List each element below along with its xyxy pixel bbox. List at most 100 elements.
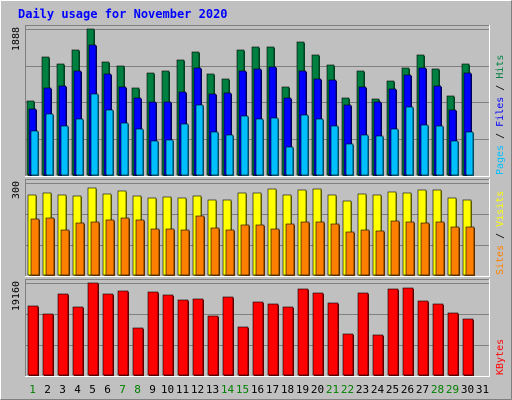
bar-pages-day-22 xyxy=(345,143,354,176)
bar-kbytes-day-17 xyxy=(267,303,279,376)
bar-pages-day-12 xyxy=(195,104,204,176)
x-tick-label: 20 xyxy=(311,383,324,396)
bar-sites-day-21 xyxy=(330,223,340,276)
bar-kbytes-day-27 xyxy=(417,300,429,376)
bar-sites-day-5 xyxy=(90,221,100,276)
panel-top-series-label: Pages / Files / Hits xyxy=(495,55,506,175)
x-tick-label: 31 xyxy=(476,383,489,396)
x-tick-label: 1 xyxy=(29,383,36,396)
bar-kbytes-day-2 xyxy=(42,313,54,376)
x-tick-label: 6 xyxy=(104,383,111,396)
bar-kbytes-day-21 xyxy=(327,302,339,376)
bar-pages-day-14 xyxy=(225,134,234,176)
x-tick-label: 16 xyxy=(251,383,264,396)
bar-kbytes-day-1 xyxy=(27,305,39,376)
series-label-separator: / xyxy=(495,227,506,245)
bar-kbytes-day-4 xyxy=(72,306,84,376)
bar-pages-day-24 xyxy=(375,135,384,176)
bar-sites-day-22 xyxy=(345,231,355,276)
bar-pages-day-29 xyxy=(450,140,459,176)
x-tick-label: 26 xyxy=(401,383,414,396)
x-tick-label: 5 xyxy=(89,383,96,396)
bar-sites-day-13 xyxy=(210,227,220,276)
panel-middle: 300 Sites / Visits xyxy=(11,179,506,277)
panel-bottom-series-label: KBytes xyxy=(495,339,506,375)
bar-kbytes-day-20 xyxy=(312,292,324,376)
chart-title: Daily usage for November 2020 xyxy=(18,7,228,21)
x-tick-label: 3 xyxy=(59,383,66,396)
series-label-files: Files xyxy=(495,97,506,127)
x-tick-label: 8 xyxy=(134,383,141,396)
bar-kbytes-day-19 xyxy=(297,288,309,376)
bar-kbytes-day-3 xyxy=(57,293,69,376)
bar-sites-day-6 xyxy=(105,219,115,276)
bar-kbytes-day-28 xyxy=(432,303,444,376)
bar-pages-day-15 xyxy=(240,115,249,176)
bar-sites-day-20 xyxy=(315,221,325,276)
bar-pages-day-19 xyxy=(300,114,309,176)
bar-kbytes-day-11 xyxy=(177,299,189,376)
bar-sites-day-4 xyxy=(75,222,85,276)
x-axis-day-labels: 1 2 3 4 5 6 7 8 9 10 11 12 13 14 15 16 17 18 19 20 21 22 23 24 2… xyxy=(29,383,489,396)
x-tick-label: 28 xyxy=(431,383,444,396)
bar-pages-day-16 xyxy=(255,118,264,176)
bar-pages-day-10 xyxy=(165,139,174,176)
panel-middle-series-label: Sites / Visits xyxy=(495,191,506,275)
bar-pages-day-6 xyxy=(105,109,114,176)
bar-kbytes-day-9 xyxy=(147,291,159,376)
series-pages xyxy=(30,93,474,176)
bar-sites-day-18 xyxy=(285,223,295,276)
bar-kbytes-day-6 xyxy=(102,293,114,376)
x-tick-label: 17 xyxy=(266,383,279,396)
bar-kbytes-day-26 xyxy=(402,287,414,376)
x-tick-label: 10 xyxy=(161,383,174,396)
bar-kbytes-day-22 xyxy=(342,333,354,376)
bar-kbytes-day-30 xyxy=(462,318,474,376)
bar-kbytes-day-14 xyxy=(222,296,234,376)
bar-pages-day-7 xyxy=(120,122,129,176)
bar-pages-day-23 xyxy=(360,134,369,176)
bar-sites-day-27 xyxy=(420,222,430,276)
x-tick-label: 9 xyxy=(149,383,156,396)
bar-sites-day-29 xyxy=(450,226,460,276)
bar-kbytes-day-25 xyxy=(387,288,399,376)
series-label-kbytes: KBytes xyxy=(495,339,506,375)
bar-pages-day-21 xyxy=(330,125,339,176)
bar-sites-day-17 xyxy=(270,228,280,276)
bar-pages-day-18 xyxy=(285,146,294,176)
x-tick-label: 23 xyxy=(356,383,369,396)
series-label-sites: Sites xyxy=(495,245,506,275)
bar-pages-day-26 xyxy=(405,106,414,176)
bar-kbytes-day-15 xyxy=(237,326,249,376)
bar-kbytes-day-24 xyxy=(372,334,384,376)
bar-pages-day-30 xyxy=(465,131,474,176)
bar-pages-day-13 xyxy=(210,131,219,176)
bar-kbytes-day-16 xyxy=(252,301,264,376)
panel-bottom: 19160 KBytes xyxy=(11,279,506,377)
bar-pages-day-3 xyxy=(60,125,69,176)
x-tick-label: 11 xyxy=(176,383,189,396)
bar-pages-day-1 xyxy=(30,130,39,176)
bar-pages-day-20 xyxy=(315,118,324,176)
bar-sites-day-1 xyxy=(30,218,40,276)
bar-sites-day-26 xyxy=(405,221,415,276)
bar-sites-day-11 xyxy=(180,229,190,276)
x-tick-label: 19 xyxy=(296,383,309,396)
series-kbytes xyxy=(27,282,474,376)
x-tick-label: 13 xyxy=(206,383,219,396)
series-label-visits: Visits xyxy=(495,191,506,227)
series-label-separator: / xyxy=(495,127,506,145)
bar-sites-day-7 xyxy=(120,217,130,276)
bar-pages-day-17 xyxy=(270,117,279,176)
bar-sites-day-14 xyxy=(225,229,235,276)
x-tick-label: 4 xyxy=(74,383,81,396)
bar-pages-day-2 xyxy=(45,113,54,176)
x-tick-label: 30 xyxy=(461,383,474,396)
bar-pages-day-5 xyxy=(90,93,99,176)
bar-sites-day-8 xyxy=(135,219,145,276)
bar-kbytes-day-7 xyxy=(117,290,129,376)
panel-bottom-ytick-label: 19160 xyxy=(11,281,22,311)
bar-pages-day-28 xyxy=(435,125,444,176)
bar-sites-day-15 xyxy=(240,224,250,276)
